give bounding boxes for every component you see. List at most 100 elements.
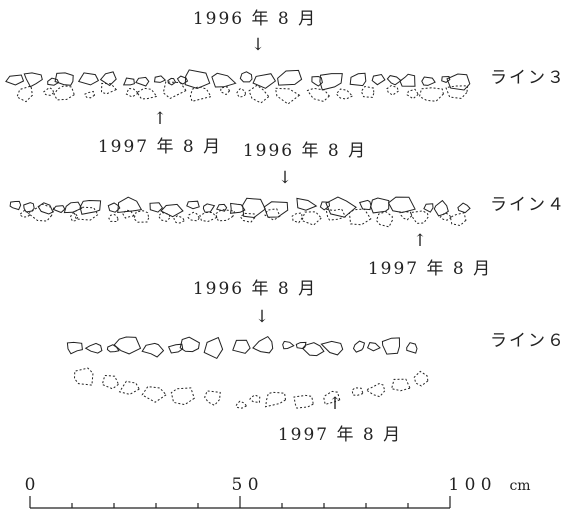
stone [458, 203, 470, 213]
stone [407, 343, 417, 353]
arrow: ↑ [413, 231, 427, 251]
lower-label: 1997 年 8 月 [98, 137, 222, 157]
stone [387, 76, 401, 85]
stone [296, 342, 306, 348]
stone [440, 213, 451, 220]
stone [292, 213, 302, 223]
stone [67, 342, 82, 353]
stone [422, 77, 435, 85]
stone [17, 86, 32, 102]
stone [53, 206, 65, 213]
stone [360, 200, 371, 209]
stone [447, 74, 470, 90]
diagram: 1996 年 8 月 ↓ ライン３ ↑ 1997 年 8 月 1996 年 8 … [0, 0, 571, 518]
line-name: ライン４ [490, 195, 566, 215]
stone [302, 212, 321, 225]
stone [109, 215, 118, 222]
scale-unit: cm [509, 478, 530, 494]
stone [102, 376, 118, 389]
stone [366, 384, 385, 397]
stone [389, 197, 416, 212]
stone [233, 340, 250, 353]
upper-label: 1996 年 8 月 [193, 279, 317, 299]
line-name: ライン３ [490, 68, 566, 88]
stone [38, 203, 53, 214]
stone [320, 74, 342, 90]
lower-label: 1997 年 8 月 [368, 259, 492, 279]
stone [326, 197, 356, 217]
stone [187, 201, 199, 209]
stone [250, 395, 260, 403]
stone [368, 343, 380, 351]
stone [221, 87, 230, 95]
arrow: ↑ [153, 109, 167, 129]
lower-label: 1997 年 8 月 [278, 425, 402, 445]
scale-label: 0 [25, 475, 36, 495]
scale-label: 1 0 0 [448, 475, 491, 495]
stone [212, 73, 236, 87]
stone [349, 209, 370, 225]
arrow: ↓ [255, 307, 269, 327]
stone [240, 213, 254, 222]
stone [126, 88, 138, 97]
stone [54, 86, 74, 100]
stone [79, 73, 99, 85]
stone [407, 89, 418, 98]
stone [171, 388, 194, 405]
stone [180, 337, 199, 351]
stone [321, 341, 342, 355]
stone [137, 88, 157, 99]
stone [376, 212, 392, 227]
stone [159, 212, 170, 221]
arrow: ↑ [328, 394, 342, 414]
stone [134, 211, 149, 223]
stone [86, 343, 102, 353]
stone [155, 76, 166, 83]
stone [294, 395, 313, 408]
stone [217, 204, 227, 211]
stone [107, 345, 119, 352]
stone [118, 197, 142, 212]
stone [185, 70, 210, 89]
stone [361, 87, 374, 98]
stone [136, 77, 149, 86]
stone [424, 204, 433, 212]
stone [188, 212, 199, 221]
stone [142, 387, 166, 403]
stone [64, 202, 81, 213]
stone [237, 89, 246, 98]
stone [142, 343, 163, 357]
stone [44, 88, 54, 96]
figure: 1996 年 8 月 ↓ ライン３ ↑ 1997 年 8 月 1996 年 8 … [0, 0, 571, 518]
stone [446, 86, 468, 99]
stone [10, 201, 21, 209]
stone [371, 198, 389, 213]
stone [75, 368, 94, 385]
stone [414, 371, 428, 386]
stone [352, 388, 363, 396]
stone [382, 338, 399, 354]
stone [6, 75, 24, 85]
scale-bar [30, 496, 450, 508]
upper-label: 1996 年 8 月 [243, 141, 367, 161]
stone [253, 337, 273, 353]
stone [354, 341, 365, 352]
stone [71, 213, 78, 221]
stone [204, 338, 222, 359]
stone [420, 88, 444, 102]
stone [205, 391, 221, 405]
stone [266, 392, 286, 406]
stone [297, 198, 316, 210]
stone [264, 202, 288, 217]
stone [161, 204, 183, 216]
stone [276, 88, 300, 104]
stone [243, 198, 266, 217]
stone [303, 343, 324, 356]
stone [450, 213, 466, 226]
stone [308, 88, 330, 101]
stone [190, 87, 211, 102]
stone [174, 216, 184, 223]
stone [85, 92, 95, 98]
stone [411, 211, 428, 224]
stone [400, 212, 412, 220]
